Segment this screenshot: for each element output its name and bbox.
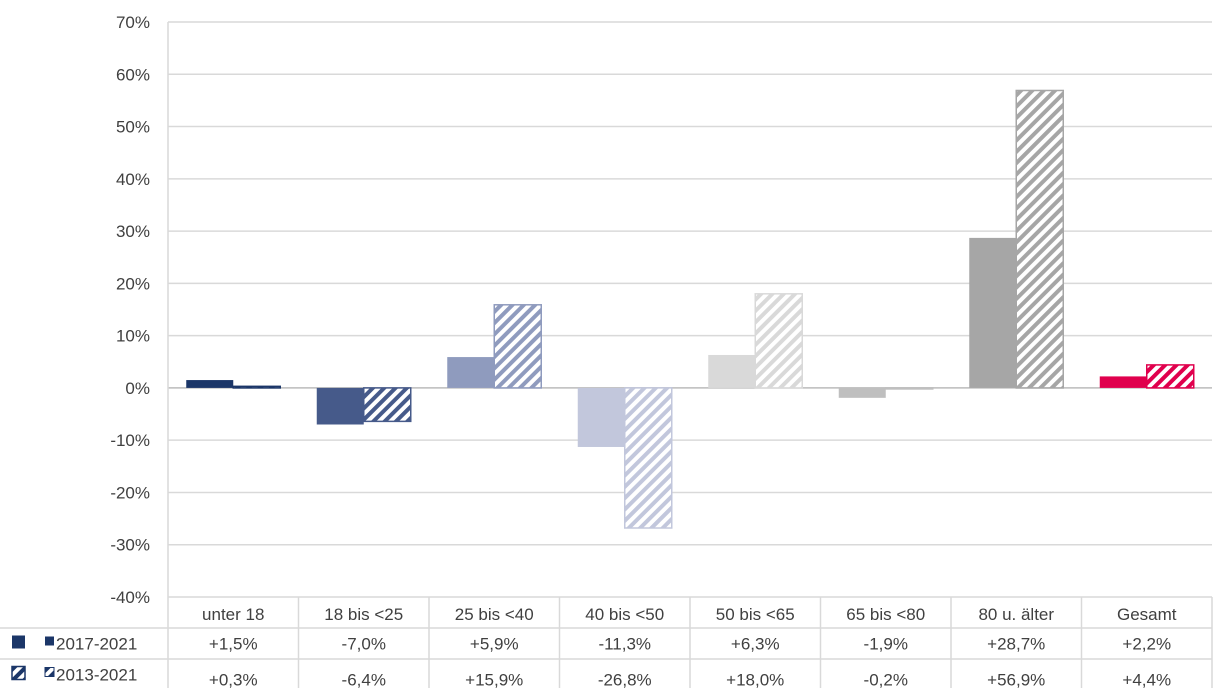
category-label: unter 18 [202,605,264,624]
legend-key-series2 [11,665,26,681]
bar-series2 [232,385,281,389]
data-label: -6,4% [342,671,386,688]
legend-key-small-series2 [44,667,55,677]
legend-key-small-series1 [45,636,54,646]
data-label: +5,9% [470,635,519,654]
y-tick-label: 60% [116,65,150,84]
bar-series2 [624,387,673,529]
bar-series2 [885,387,934,390]
category-label: 40 bis <50 [585,605,664,624]
bar-series2 [493,304,542,389]
data-label: +18,0% [726,671,784,688]
data-label: +0,3% [209,671,258,688]
category-label: Gesamt [1117,605,1177,624]
data-label: -1,9% [864,635,908,654]
bar-series2 [363,387,412,423]
y-axis: -40% -30% -20% -10% 0% 10% 20% 30% 40% 50% 60% 70% [110,13,169,688]
bar-series1 [577,387,625,447]
category-label: 50 bis <65 [716,605,795,624]
y-tick-label: 50% [116,118,150,137]
series-name: 2013-2021 [56,666,137,685]
bar-series1 [316,387,364,425]
data-label: +2,2% [1122,635,1171,654]
y-tick-label: -10% [110,431,150,450]
data-label: +56,9% [987,671,1045,688]
y-tick-label: -20% [110,483,150,502]
category-label: 25 bis <40 [455,605,534,624]
data-label: -26,8% [598,671,652,688]
legend-key-series1 [12,635,25,649]
y-tick-label: 30% [116,222,150,241]
bar-series2 [1146,364,1195,389]
y-tick-label: -40% [110,588,150,607]
bars [186,89,1195,529]
y-tick-label: 10% [116,327,150,346]
data-label: +1,5% [209,635,258,654]
category-label: 18 bis <25 [324,605,403,624]
data-label: +6,3% [731,635,780,654]
bar-series1 [447,357,495,388]
bar-series1 [1099,376,1147,388]
data-label: +15,9% [465,671,523,688]
bar-series1 [186,380,234,388]
data-label: +28,7% [987,635,1045,654]
bar-series1 [708,354,756,388]
bar-series1 [969,237,1017,388]
y-tick-label: 0% [125,379,150,398]
bar-series2 [754,293,803,389]
data-label: -0,2% [864,671,908,688]
y-tick-label: 70% [116,13,150,32]
y-tick-label: 20% [116,274,150,293]
data-label: +4,4% [1122,671,1171,688]
bar-series1 [838,387,886,398]
y-tick-label: 40% [116,170,150,189]
bar-series2 [1015,89,1064,389]
category-label: 65 bis <80 [846,605,925,624]
y-tick-label: -30% [110,536,150,555]
category-label: 80 u. älter [978,605,1054,624]
series-name: 2017-2021 [56,635,137,654]
data-label: -7,0% [342,635,386,654]
data-label: -11,3% [598,635,651,654]
data-table: unter 18 18 bis <25 25 bis <40 40 bis <50 50… [0,596,1213,688]
